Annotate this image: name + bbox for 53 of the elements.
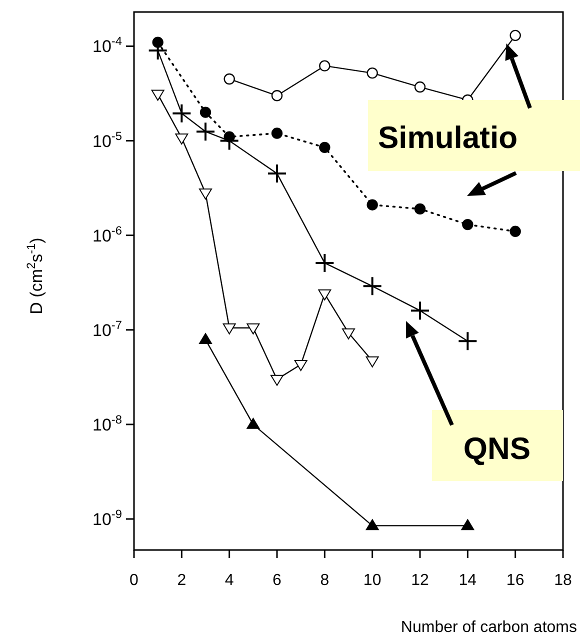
- point: [319, 60, 330, 72]
- point: [196, 122, 216, 142]
- x-tick-label: 16: [506, 572, 524, 589]
- x-tick-label: 12: [411, 572, 429, 589]
- point: [175, 133, 188, 144]
- point: [271, 128, 283, 139]
- x-tick-label: 14: [458, 572, 477, 589]
- point: [410, 300, 430, 321]
- point: [151, 90, 164, 101]
- y-tick-label: 10$^{-8}$: [92, 412, 122, 434]
- x-axis-title: Number of carbon atoms: [400, 619, 577, 636]
- point: [200, 106, 212, 118]
- point: [318, 289, 332, 300]
- y-tick-label: 10$^{-7}$: [92, 318, 122, 340]
- annotation: QNS: [463, 431, 531, 466]
- x-tick-label: 10: [363, 572, 382, 589]
- x-tick-label: 6: [272, 572, 282, 589]
- x-tick-label: 0: [130, 572, 139, 589]
- point: [267, 164, 287, 184]
- point: [271, 90, 283, 102]
- point: [246, 323, 260, 334]
- point: [222, 323, 236, 334]
- point: [461, 519, 474, 530]
- point: [224, 73, 235, 85]
- y-tick-label: 10$^{-6}$: [92, 223, 122, 246]
- point: [314, 252, 335, 273]
- point: [414, 203, 426, 215]
- y-tick-label: 10$^{-9}$: [92, 506, 122, 529]
- x-tick-label: 2: [177, 572, 186, 589]
- annotation: Simulatio: [378, 120, 518, 155]
- point: [270, 374, 284, 386]
- point: [362, 276, 382, 296]
- point: [510, 226, 521, 238]
- point: [366, 199, 378, 210]
- point: [319, 142, 330, 154]
- point: [342, 328, 355, 340]
- x-tick-label: 8: [320, 572, 330, 589]
- y-tick-label: 10$^{-4}$: [92, 34, 122, 56]
- point: [510, 30, 521, 42]
- x-tick-label: 4: [224, 572, 234, 589]
- point: [366, 356, 379, 368]
- point: [199, 188, 212, 200]
- point: [172, 103, 192, 124]
- point: [366, 67, 378, 79]
- x-tick-label: 18: [554, 572, 572, 589]
- point: [199, 333, 212, 344]
- point: [414, 81, 426, 93]
- point: [462, 218, 474, 230]
- point: [294, 360, 308, 372]
- point: [366, 519, 379, 530]
- y-tick-label: 10$^{-5}$: [92, 128, 122, 151]
- point: [246, 418, 260, 429]
- point: [458, 331, 478, 352]
